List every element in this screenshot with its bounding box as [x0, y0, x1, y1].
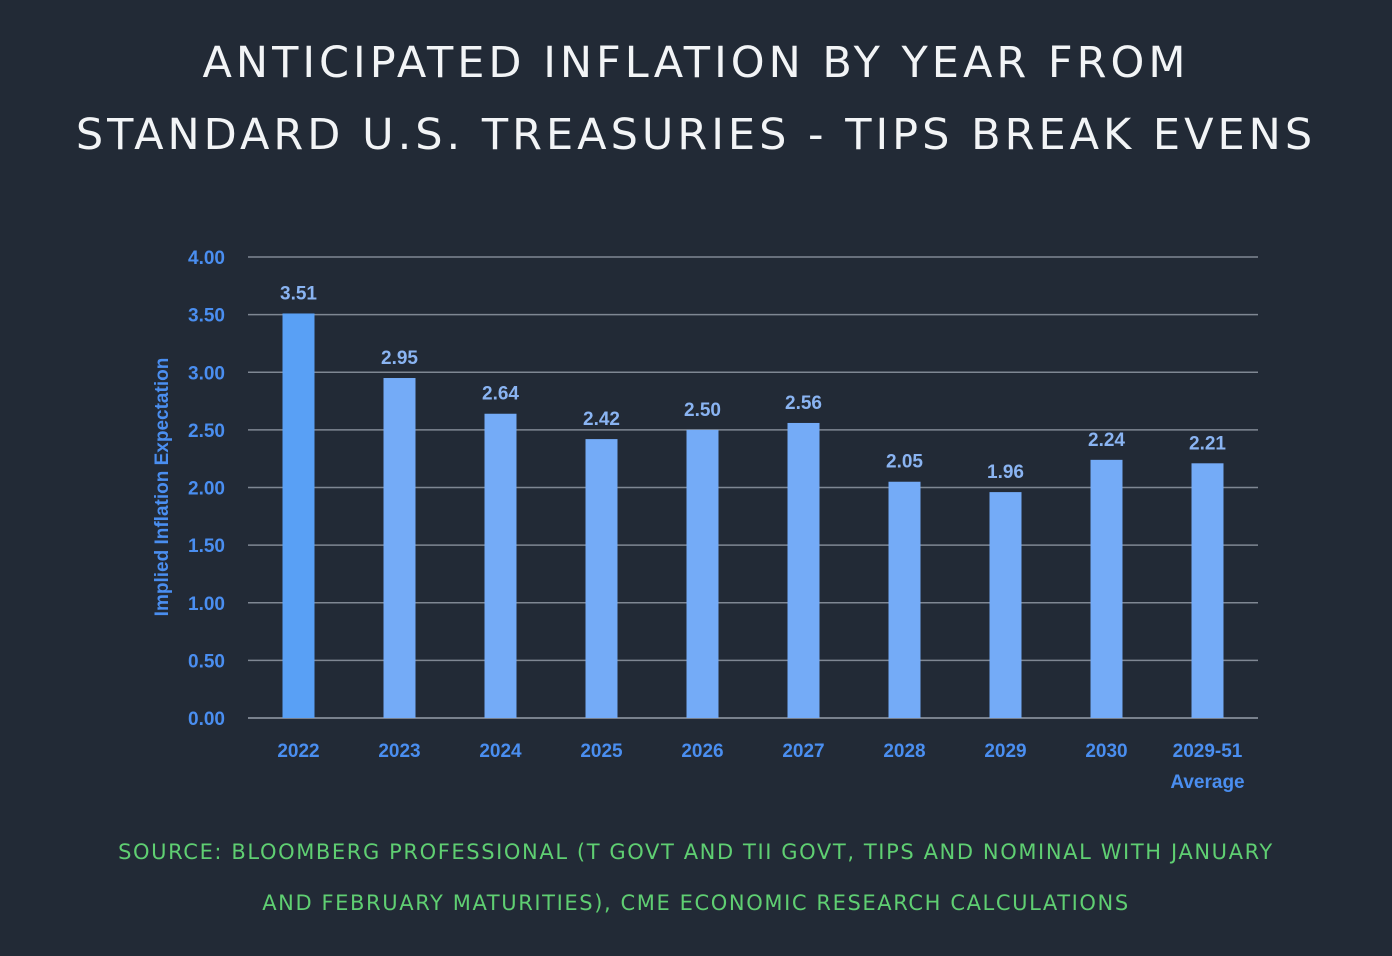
y-tick-label: 2.00 — [188, 479, 225, 500]
bar — [282, 313, 315, 718]
bar — [1191, 463, 1224, 718]
bar — [383, 378, 416, 718]
y-tick-label: 3.50 — [188, 306, 225, 327]
x-tick-label: 2025 — [580, 741, 623, 762]
source-note-line-1: SOURCE: BLOOMBERG PROFESSIONAL (T GOVT A… — [118, 840, 1274, 864]
y-tick-label: 1.50 — [188, 536, 225, 557]
chart-title-line-2: STANDARD U.S. TREASURIES - TIPS BREAK EV… — [75, 110, 1317, 160]
x-tick-label: 2027 — [782, 741, 824, 762]
y-tick-label: 3.00 — [188, 363, 225, 384]
x-tick-label: 2029-51 — [1173, 741, 1243, 762]
bar — [989, 492, 1022, 718]
x-tick-label: 2029 — [984, 741, 1026, 762]
x-tick-label: 2024 — [479, 741, 522, 762]
data-label: 1.96 — [987, 462, 1024, 483]
y-axis-label: Implied Inflation Expectation — [152, 358, 173, 617]
data-label: 2.95 — [381, 348, 418, 369]
data-label: 3.51 — [280, 283, 317, 304]
bar — [888, 481, 921, 718]
data-labels: 3.51 2.95 2.64 2.42 2.50 2.56 2.05 1.96 2.24 2.21 — [280, 283, 1226, 483]
data-label: 2.50 — [684, 400, 721, 421]
bar — [484, 413, 517, 718]
x-tick-label: 2030 — [1085, 741, 1127, 762]
x-tick-label: 2028 — [883, 741, 925, 762]
data-label: 2.05 — [886, 452, 923, 473]
source-note-line-2: AND FEBRUARY MATURITIES), CME ECONOMIC R… — [262, 891, 1130, 915]
data-label: 2.56 — [785, 393, 822, 414]
y-axis-ticks: 0.00 0.50 1.00 1.50 2.00 2.50 3.00 3.50 4.00 — [188, 248, 225, 730]
x-tick-label: 2026 — [681, 741, 723, 762]
bar — [686, 429, 719, 718]
y-tick-label: 2.50 — [188, 421, 225, 442]
data-label: 2.42 — [583, 409, 620, 430]
y-tick-label: 4.00 — [188, 248, 225, 269]
bar — [585, 439, 618, 718]
data-label: 2.21 — [1189, 433, 1226, 454]
chart-title-line-1: ANTICIPATED INFLATION BY YEAR FROM — [202, 38, 1190, 88]
x-tick-label: Average — [1170, 772, 1244, 793]
x-tick-label: 2022 — [277, 741, 319, 762]
y-tick-label: 1.00 — [188, 594, 225, 615]
bars — [282, 313, 1224, 718]
bar — [787, 422, 820, 718]
gridlines — [248, 256, 1258, 719]
y-tick-label: 0.00 — [188, 709, 225, 730]
x-tick-label: 2023 — [378, 741, 420, 762]
bar — [1090, 459, 1123, 718]
data-label: 2.24 — [1088, 430, 1125, 451]
data-label: 2.64 — [482, 384, 519, 405]
x-axis-ticks: 2022 2023 2024 2025 2026 2027 2028 2029 2030 2029… — [277, 741, 1244, 793]
y-tick-label: 0.50 — [188, 651, 225, 672]
